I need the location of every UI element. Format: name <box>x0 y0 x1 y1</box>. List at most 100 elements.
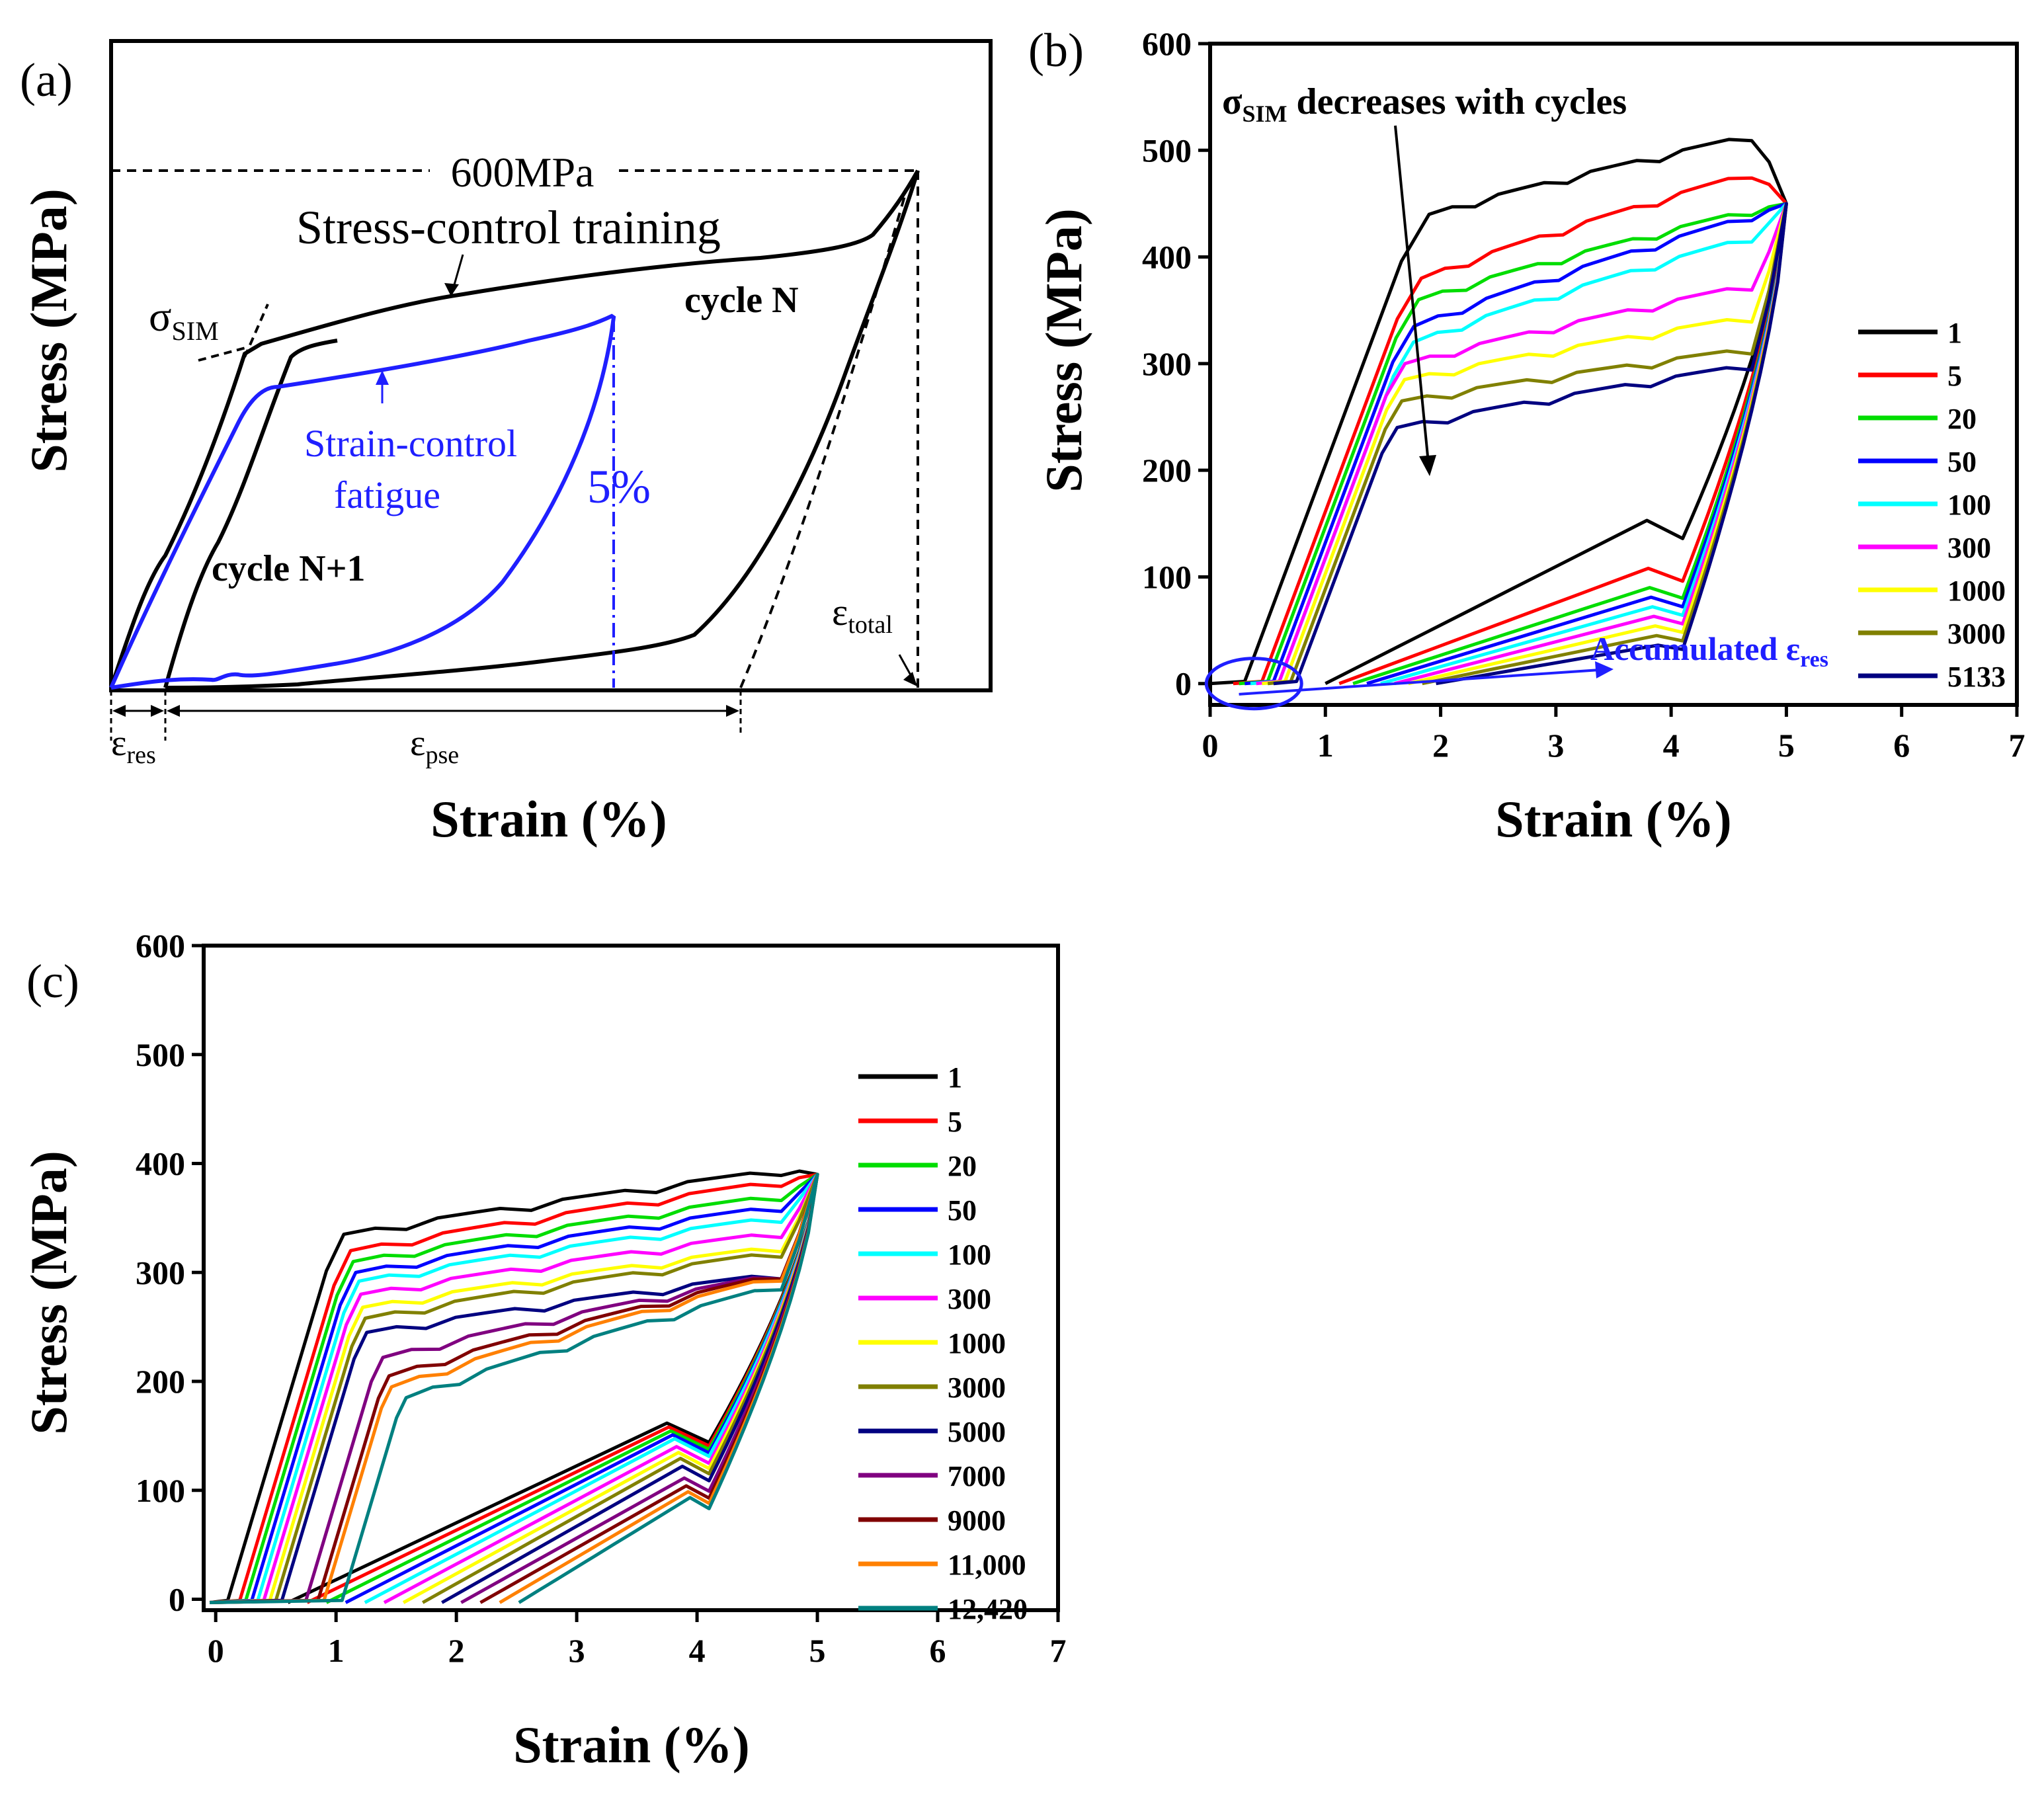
panel-a-frame <box>109 39 993 692</box>
y-tick-label: 100 <box>1142 558 1192 595</box>
fatigue-label-line1: Strain-control <box>304 422 517 465</box>
x-tick-label: 5 <box>1778 727 1795 764</box>
legend-entry: 5000 <box>948 1416 1006 1448</box>
eps-res-label: εres <box>111 723 156 769</box>
panel-a-label: (a) <box>20 54 73 106</box>
legend-entry: 5133 <box>1947 661 2006 693</box>
y-tick-label: 600 <box>1142 25 1192 62</box>
training-label: Stress-control training <box>296 201 721 254</box>
legend-entry: 1 <box>948 1061 962 1094</box>
panel-b-xlabel: Strain (%) <box>1495 790 1731 848</box>
panel-b-ylabel: Stress (MPa) <box>1035 208 1092 493</box>
fatigue-label-line2: fatigue <box>334 473 440 516</box>
series-line-3000 <box>1267 202 1788 686</box>
x-tick-label: 3 <box>1547 727 1564 764</box>
y-tick-label: 200 <box>136 1363 185 1400</box>
legend-entry: 9000 <box>948 1504 1006 1537</box>
panel-c-chart: (c) Stress (MPa) Strain (%) 0 1 2 3 4 5 6 7 0 100… <box>20 927 1067 1774</box>
accumulated-res-arrow <box>1239 669 1601 696</box>
series-line-1000 <box>1262 202 1788 686</box>
plot-frame <box>202 944 1060 1612</box>
legend-entry: 3000 <box>948 1371 1006 1404</box>
legend-entry: 300 <box>1947 532 1991 564</box>
eps-total-label: εtotal <box>832 591 893 639</box>
fatigue-loop-curve <box>109 313 616 690</box>
panel-c-xlabel: Strain (%) <box>513 1716 749 1774</box>
legend-entry: 5 <box>948 1106 962 1138</box>
sigma-decrease-arrow <box>1394 125 1430 464</box>
legend-entry: 300 <box>948 1283 991 1315</box>
y-tick-label: 100 <box>136 1472 185 1509</box>
y-tick-label: 200 <box>1142 452 1192 489</box>
panel-b-annotation-bottom: Accumulated εres <box>1590 630 1828 672</box>
panel-c-plot-area: 0 1 2 3 4 5 6 7 0 100 200 300 400 500 600 <box>136 927 1067 1669</box>
residual-strain-ellipse <box>1204 657 1303 711</box>
x-tick-label: 7 <box>2009 727 2025 764</box>
x-tick-label: 2 <box>1432 727 1449 764</box>
x-tick-label: 2 <box>448 1632 465 1669</box>
y-tick-label: 300 <box>1142 345 1192 382</box>
panel-b-annotation-top: σSIM decreases with cycles <box>1222 81 1627 127</box>
y-tick-label: 400 <box>1142 239 1192 276</box>
series-line-100 <box>1250 202 1788 686</box>
cycle-n-unloading-curve <box>165 170 920 690</box>
legend-entry: 7000 <box>948 1460 1006 1492</box>
legend-entry: 11,000 <box>948 1549 1026 1581</box>
series-line-50 <box>1245 202 1788 686</box>
cycle-n-label: cycle N <box>684 280 799 321</box>
panel-c-label: (c) <box>26 955 79 1008</box>
series-line-300 <box>1256 202 1788 686</box>
panel-b-legend: 1 5 20 50 100 300 1000 3000 5133 <box>1858 317 2006 693</box>
legend-entry: 5 <box>1947 360 1962 392</box>
panel-c-ylabel: Stress (MPa) <box>20 1151 77 1435</box>
y-tick-label: 0 <box>169 1581 185 1618</box>
y-tick-label: 600 <box>136 927 185 964</box>
legend-entry: 50 <box>1947 446 1977 478</box>
stress-max-label: 600MPa <box>451 149 594 196</box>
x-tick-label: 0 <box>1202 727 1219 764</box>
series-line-5 <box>1233 176 1788 686</box>
y-tick-label: 0 <box>1175 665 1192 702</box>
cycle-n-tangent-dashed <box>739 191 907 688</box>
y-tick-label: 500 <box>136 1036 185 1073</box>
legend-entry: 1 <box>1947 317 1962 349</box>
x-tick-label: 1 <box>1317 727 1334 764</box>
x-tick-label: 7 <box>1050 1632 1067 1669</box>
x-tick-label: 6 <box>1893 727 1910 764</box>
legend-entry: 1000 <box>948 1327 1006 1360</box>
panel-b-label: (b) <box>1028 24 1084 77</box>
series-line-5133 <box>1273 202 1788 686</box>
panel-a-ylabel: Stress (MPa) <box>20 188 77 473</box>
legend-entry: 100 <box>948 1239 991 1271</box>
x-tick-label: 6 <box>930 1632 946 1669</box>
panel-b-plot-area: 0 1 2 3 4 5 6 7 0 100 200 300 400 500 600 <box>1142 25 2025 764</box>
legend-entry: 50 <box>948 1194 977 1227</box>
y-tick-label: 500 <box>1142 132 1192 169</box>
legend-entry: 20 <box>1947 403 1977 435</box>
sigma-sim-label: σSIM <box>149 293 219 346</box>
series-line-12420 <box>210 1172 819 1604</box>
plot-frame <box>1208 42 2019 707</box>
strain-amplitude-label: 5% <box>587 460 651 513</box>
x-tick-label: 0 <box>208 1632 224 1669</box>
panel-a-xlabel: Strain (%) <box>430 790 667 848</box>
legend-entry: 100 <box>1947 489 1991 521</box>
y-tick-label: 300 <box>136 1254 185 1291</box>
cycle-n-loading-curve <box>109 169 920 688</box>
x-tick-label: 4 <box>689 1632 706 1669</box>
y-tick-label: 400 <box>136 1145 185 1182</box>
sigma-sim-tangent-1 <box>198 346 249 362</box>
eps-pse-label: εpse <box>410 723 459 769</box>
panel-a-schematic: (a) Stress (MPa) Strain (%) 600MPa Stres… <box>20 39 993 848</box>
x-tick-label: 3 <box>569 1632 585 1669</box>
x-tick-label: 5 <box>809 1632 826 1669</box>
panel-b-chart: (b) Stress (MPa) Strain (%) 0 1 2 3 4 5 6 7 0 100… <box>1028 24 2025 848</box>
legend-entry: 20 <box>948 1150 977 1182</box>
legend-entry: 3000 <box>1947 618 2006 650</box>
x-tick-label: 4 <box>1663 727 1680 764</box>
legend-entry: 12,420 <box>948 1593 1028 1625</box>
sigma-sim-tangent-2 <box>243 304 269 358</box>
x-tick-label: 1 <box>328 1632 345 1669</box>
cycle-n1-loading-curve <box>163 339 338 688</box>
